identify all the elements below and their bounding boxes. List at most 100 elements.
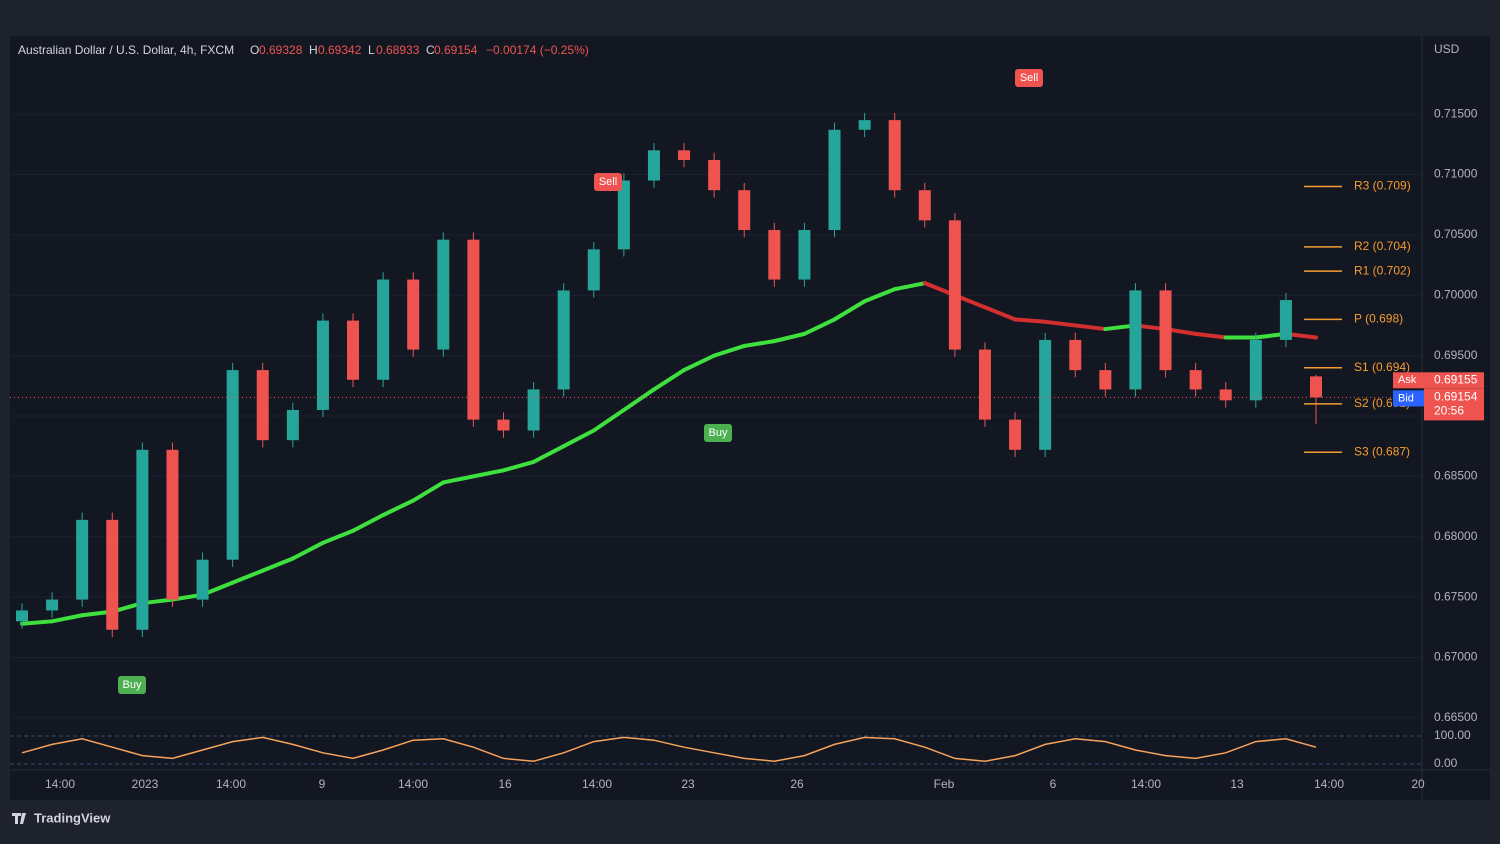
candle-body <box>1159 290 1172 371</box>
candle-body <box>1189 370 1202 390</box>
ema-segment <box>832 299 867 322</box>
candle-body <box>1039 339 1052 450</box>
pivot-label: R1 (0.702) <box>1354 263 1411 277</box>
candle-body <box>316 320 329 410</box>
price-tick-label: 0.66500 <box>1434 710 1478 724</box>
time-label: 14:00 <box>1314 777 1344 791</box>
ema-segment <box>561 428 596 449</box>
signal-label: Sell <box>599 176 617 188</box>
signal-label: Sell <box>1020 72 1038 84</box>
ema-segment <box>862 287 897 304</box>
signal-badge <box>594 173 622 191</box>
ema-segment <box>531 444 566 464</box>
signal-badge <box>1015 69 1043 87</box>
candle-body <box>1219 389 1232 401</box>
last-price-value: 0.69154 <box>1434 390 1478 404</box>
candle-body <box>46 599 59 611</box>
candle-body <box>1249 339 1262 401</box>
symbol[interactable]: Australian Dollar / U.S. Dollar, 4h, FXC… <box>18 43 234 57</box>
price-tick-label: 0.70000 <box>1434 287 1478 301</box>
candle-body <box>256 370 269 441</box>
price-tick-label: 0.67500 <box>1434 589 1478 603</box>
signal-label: Buy <box>123 679 142 691</box>
ema-segment <box>1043 319 1078 328</box>
candle-body <box>978 349 991 420</box>
price-tick-label: 0.69500 <box>1434 348 1478 362</box>
candle-body <box>136 449 149 630</box>
candle-body <box>166 449 179 600</box>
candle-body <box>708 159 721 191</box>
time-label: Feb <box>934 777 955 791</box>
ema-segment <box>1193 331 1228 340</box>
time-label: 23 <box>681 777 695 791</box>
candle-body <box>347 320 360 380</box>
signal-badge <box>704 424 732 442</box>
price-tick-label: 0.70500 <box>1434 227 1478 241</box>
quote-tag <box>1393 372 1484 389</box>
pivot-label: R3 (0.709) <box>1354 179 1411 193</box>
candle-body <box>437 239 450 350</box>
pivot-label: S1 (0.694) <box>1354 360 1410 374</box>
candle-body <box>557 290 570 390</box>
time-label: 14:00 <box>45 777 75 791</box>
price-tick-label: 0.68000 <box>1434 529 1478 543</box>
ema-segment <box>441 474 476 485</box>
close-value: 0.69154 <box>434 43 478 57</box>
ema-segment <box>651 368 687 392</box>
ema-segment <box>290 540 325 561</box>
brand[interactable]: TradingView <box>34 810 111 825</box>
candle-body <box>888 120 901 191</box>
candle-body <box>467 239 480 420</box>
candle-body <box>527 389 540 431</box>
ema-segment <box>712 343 747 358</box>
signal-label: Buy <box>709 427 728 439</box>
candle-body <box>647 150 660 181</box>
ema-segment <box>20 619 55 626</box>
brand-logo <box>12 813 26 824</box>
candle-body <box>497 419 510 431</box>
ema-segment <box>1073 323 1108 332</box>
price-tick-label: 0.71500 <box>1434 106 1478 120</box>
candle-body <box>1129 290 1142 390</box>
quote-name: Bid <box>1398 392 1414 404</box>
time-label: 6 <box>1050 777 1057 791</box>
candle-body <box>106 519 119 630</box>
quote-value: 0.69155 <box>1434 372 1478 386</box>
chart-panel <box>10 36 1490 800</box>
time-label: 20 <box>1411 777 1425 791</box>
candle-body <box>948 220 961 350</box>
countdown: 20:56 <box>1434 404 1464 418</box>
osc-tick-label: 0.00 <box>1434 756 1458 770</box>
time-label: 26 <box>790 777 804 791</box>
time-label: 16 <box>498 777 512 791</box>
candle-body <box>738 190 751 231</box>
ema-segment <box>501 459 536 473</box>
candle-body <box>226 370 239 560</box>
quote-name: Ask <box>1398 374 1417 386</box>
ema-segment <box>411 480 446 503</box>
ema-segment <box>892 281 927 292</box>
candle-body <box>1069 339 1082 371</box>
ema-segment <box>381 498 416 518</box>
candle-body <box>798 230 811 280</box>
candle-body <box>678 150 691 160</box>
change: −0.00174 (−0.25%) <box>486 43 589 57</box>
ema-segment <box>591 407 626 433</box>
candle-body <box>76 519 89 600</box>
candle-body <box>16 610 28 622</box>
candle-body <box>407 279 420 350</box>
candle-body <box>286 409 299 441</box>
ema-segment <box>772 331 807 344</box>
currency[interactable]: USD <box>1434 42 1460 56</box>
close-label: C <box>426 43 435 57</box>
time-label: 9 <box>319 777 326 791</box>
candle-body <box>587 249 600 291</box>
open-label: O <box>250 43 259 57</box>
candle-body <box>1099 370 1112 390</box>
ema-segment <box>471 468 506 479</box>
signal-badge <box>118 676 146 694</box>
ema-segment <box>260 556 295 573</box>
candle-body <box>1009 419 1022 450</box>
high-value: 0.69342 <box>318 43 362 57</box>
